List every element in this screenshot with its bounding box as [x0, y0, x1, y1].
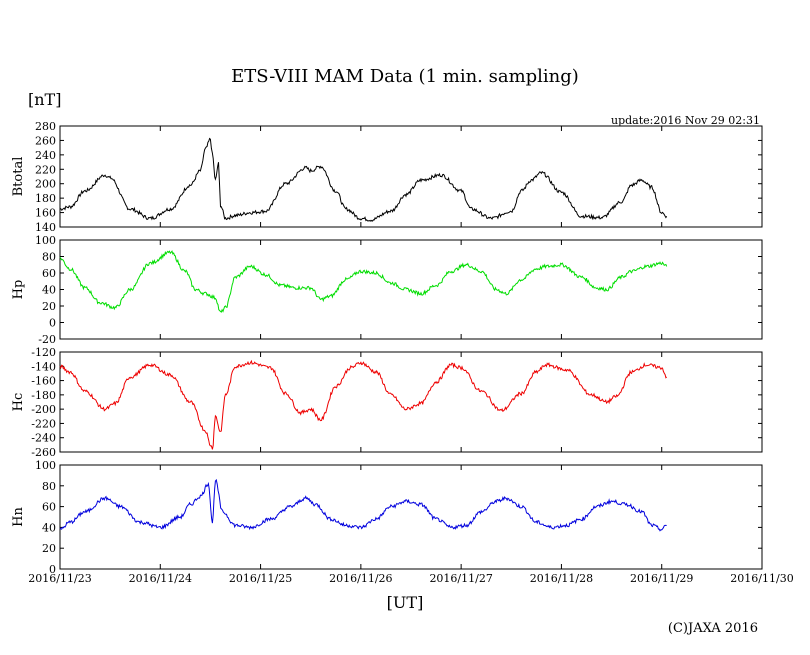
x-tick-label: 2016/11/30 [730, 572, 793, 585]
y-tick-label-Hn: 20 [42, 542, 56, 555]
y-tick-label-Hn: 60 [42, 501, 56, 514]
y-tick-label-Hp: 40 [42, 284, 56, 297]
series-line-Btotal [59, 137, 668, 222]
y-tick-label-Hp: 100 [35, 234, 56, 247]
y-tick-label-Hn: 80 [42, 480, 56, 493]
x-tick-label: 2016/11/26 [329, 572, 392, 585]
x-axis-label: [UT] [386, 593, 424, 612]
x-tick-label: 2016/11/27 [429, 572, 492, 585]
y-tick-label-Hc: -240 [31, 432, 56, 445]
y-tick-label-Hn: 40 [42, 521, 56, 534]
y-axis-label-Hc: Hc [11, 393, 26, 412]
y-tick-label-Hn: 0 [49, 563, 56, 576]
unit-label: [nT] [28, 90, 62, 109]
update-timestamp: update:2016 Nov 29 02:31 [610, 114, 760, 127]
y-tick-label-Hp: 20 [42, 300, 56, 313]
x-tick-label: 2016/11/28 [530, 572, 593, 585]
chart-title: ETS-VIII MAM Data (1 min. sampling) [231, 66, 579, 87]
plot-frame-Btotal [59, 125, 763, 228]
y-tick-label-Hp: 0 [49, 317, 56, 330]
series-line-Hn [59, 478, 667, 532]
y-tick-label-Btotal: 180 [35, 192, 56, 205]
y-tick-label-Hc: -180 [31, 389, 56, 402]
y-tick-label-Hp: 80 [42, 251, 56, 264]
y-tick-label-Hc: -220 [31, 417, 56, 430]
series-line-Hp [59, 250, 668, 313]
y-tick-label-Btotal: 260 [35, 134, 56, 147]
x-tick-label: 2016/11/24 [129, 572, 192, 585]
y-axis-label-Hn: Hn [11, 507, 26, 527]
y-tick-label-Hc: -140 [31, 360, 56, 373]
y-tick-label-Hn: 100 [35, 459, 56, 472]
y-tick-label-Btotal: 220 [35, 163, 56, 176]
y-tick-label-Hp: -20 [38, 333, 56, 346]
y-tick-label-Btotal: 240 [35, 149, 56, 162]
series-line-Hc [59, 359, 668, 450]
y-tick-label-Hc: -200 [31, 403, 56, 416]
plot-frame-Hn [59, 464, 763, 570]
plot-frame-Hc [59, 351, 763, 453]
y-axis-label-Hp: Hp [11, 280, 26, 300]
y-tick-label-Hc: -160 [31, 375, 56, 388]
y-tick-label-Btotal: 160 [35, 207, 56, 220]
y-tick-label-Hc: -120 [31, 346, 56, 359]
x-tick-label: 2016/11/23 [28, 572, 91, 585]
y-axis-label-Btotal: Btotal [11, 157, 26, 197]
y-tick-label-Hp: 60 [42, 267, 56, 280]
y-tick-label-Btotal: 140 [35, 221, 56, 234]
x-tick-label: 2016/11/25 [229, 572, 292, 585]
y-tick-label-Btotal: 280 [35, 120, 56, 133]
copyright-credit: (C)JAXA 2016 [667, 621, 758, 636]
y-tick-label-Hc: -260 [31, 446, 56, 459]
x-tick-label: 2016/11/29 [630, 572, 693, 585]
y-tick-label-Btotal: 200 [35, 178, 56, 191]
